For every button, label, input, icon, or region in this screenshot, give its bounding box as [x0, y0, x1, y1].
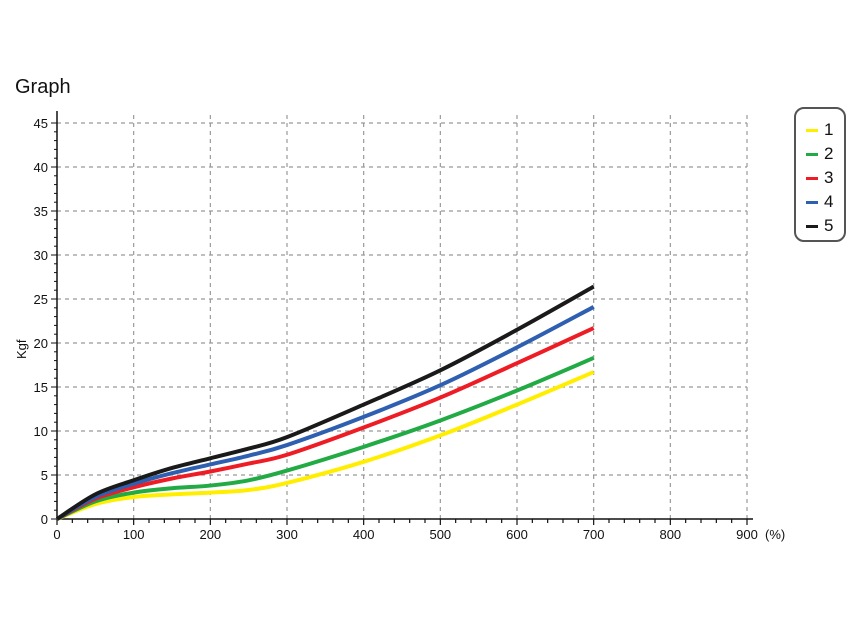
legend-item: 3	[806, 166, 844, 190]
legend-label: 2	[824, 144, 834, 163]
y-tick-label: 40	[34, 160, 48, 175]
x-tick-label: 900	[736, 527, 758, 542]
x-tick-label: 400	[353, 527, 375, 542]
legend-swatch	[806, 152, 818, 156]
x-axis-label: (%)	[765, 527, 785, 542]
x-tick-label: 800	[659, 527, 681, 542]
x-tick-label: 100	[123, 527, 145, 542]
legend-swatch	[806, 176, 818, 180]
series-line-1	[56, 370, 595, 521]
y-axis-label: Kgf	[14, 339, 29, 359]
y-tick-label: 20	[34, 336, 48, 351]
y-tick-label: 5	[41, 468, 48, 483]
legend-swatch	[806, 224, 818, 228]
y-tick-label: 30	[34, 248, 48, 263]
legend-label: 4	[824, 192, 834, 211]
legend-item: 4	[806, 190, 844, 214]
y-tick-label: 10	[34, 424, 48, 439]
series-line-4	[55, 305, 595, 521]
y-tick-label: 0	[41, 512, 48, 527]
series-line-5	[55, 284, 595, 521]
series-line-3	[56, 326, 595, 521]
series-line-2	[56, 356, 595, 521]
x-tick-label: 200	[199, 527, 221, 542]
x-tick-label: 600	[506, 527, 528, 542]
x-tick-label: 700	[583, 527, 605, 542]
y-tick-label: 35	[34, 204, 48, 219]
legend-label: 5	[824, 216, 834, 235]
legend-item: 5	[806, 214, 844, 238]
x-tick-label: 500	[429, 527, 451, 542]
legend-label: 1	[824, 120, 834, 139]
y-tick-label: 15	[34, 380, 48, 395]
legend-item: 1	[806, 118, 844, 142]
x-tick-label: 0	[53, 527, 60, 542]
legend-swatch	[806, 128, 818, 132]
chart-title: Graph	[15, 76, 71, 98]
y-tick-label: 25	[34, 292, 48, 307]
legend-label: 3	[824, 168, 834, 187]
legend-item: 2	[806, 142, 844, 166]
legend-swatch	[806, 200, 818, 204]
legend: 1 2 3 4 5	[794, 107, 846, 242]
y-tick-label: 45	[34, 116, 48, 131]
x-tick-label: 300	[276, 527, 298, 542]
